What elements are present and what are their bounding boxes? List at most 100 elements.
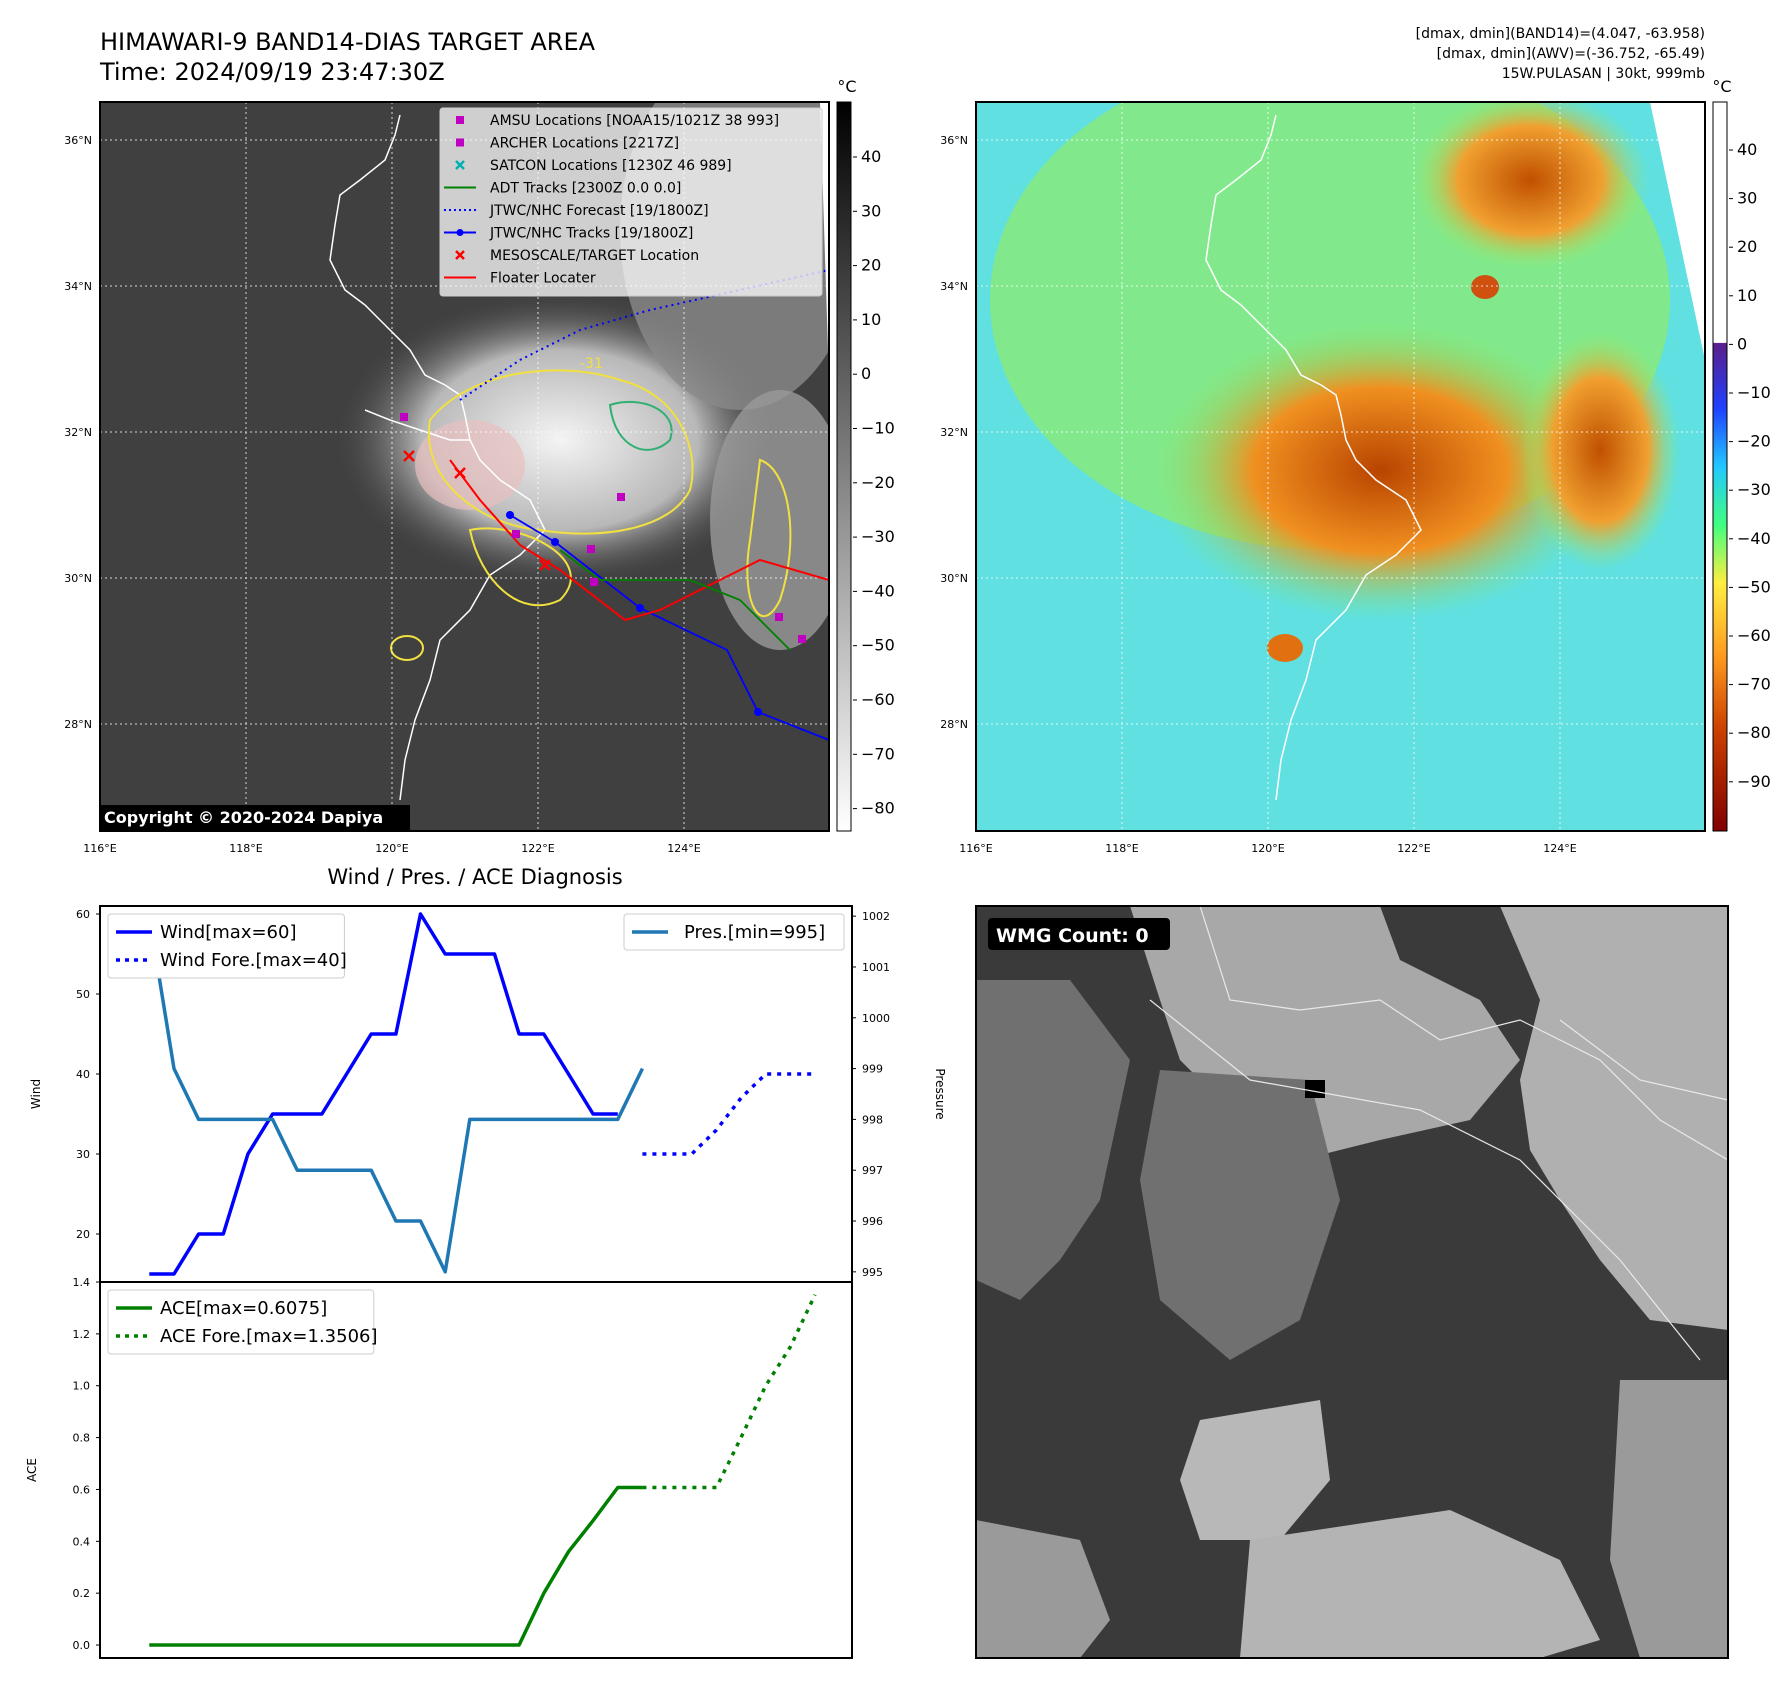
colorbar-tick-label: −20: [861, 473, 895, 492]
colorbar-tick-label: 30: [1737, 189, 1757, 208]
wmg-region-2: [1500, 906, 1728, 1330]
colorbar-tick-label: −30: [1737, 480, 1771, 499]
lat-label-28-r: 28°N: [940, 718, 968, 731]
y-tick-label: 0.0: [73, 1639, 91, 1652]
color-storm-core: [1150, 320, 1610, 620]
series-line: [149, 1485, 643, 1647]
colorbar-tick-label: −90: [1737, 772, 1771, 791]
colorbar-tick-label: 0: [861, 364, 871, 383]
wmg-count-text: WMG Count: 0: [996, 925, 1149, 947]
ir-colorbar: [836, 101, 852, 832]
wmg-coastline-3: [1559, 1019, 1728, 1101]
colorbar-tick-label: −70: [1737, 675, 1771, 694]
y-tick-label-right: 996: [862, 1215, 883, 1228]
y-tick-label-right: 997: [862, 1164, 883, 1177]
map-legend: AMSU Locations [NOAA15/1021Z 38 993] ARCH…: [439, 107, 823, 297]
map-legend-item: ARCHER Locations [2217Z]: [456, 136, 679, 152]
colorbar-tick-label: −50: [1737, 577, 1771, 596]
lon-label-120: 120°E: [375, 842, 408, 855]
map-legend-item: AMSU Locations [NOAA15/1021Z 38 993]: [456, 113, 779, 129]
y-tick-label: 1.0: [73, 1380, 91, 1393]
lon-label-118: 118°E: [229, 842, 262, 855]
diagnosis-title: Wind / Pres. / ACE Diagnosis: [327, 865, 622, 889]
legend-square-marker: [456, 138, 464, 147]
color-cloud-east: [1520, 330, 1680, 570]
map-legend-box: [439, 107, 823, 297]
ir-coastline: [329, 114, 546, 801]
color-edge-mask: [1650, 102, 1705, 360]
legend-label: SATCON Locations [1230Z 46 989]: [490, 158, 732, 174]
y-tick-label: 20: [76, 1228, 90, 1241]
wmg-region-4: [1140, 1070, 1340, 1360]
ir-frame: [99, 101, 830, 832]
colorbar-tick-label: −10: [1737, 383, 1771, 402]
chart-legend-label: Wind Fore.[max=40]: [160, 950, 347, 971]
series-line: [147, 915, 644, 1274]
ir-river: [364, 409, 470, 441]
y-tick-label: 0.8: [73, 1432, 91, 1445]
jtwc-track-points: [506, 511, 762, 716]
y-tick-label: 0.6: [73, 1483, 91, 1496]
ir-cloud-east: [710, 390, 829, 650]
colorbar-tick-label: −60: [861, 690, 895, 709]
map-legend-item: Floater Locater: [444, 271, 596, 287]
wind-ylabel: Wind: [29, 1079, 43, 1109]
chart-legend: Wind[max=60] Wind Fore.[max=40]: [107, 913, 347, 979]
lon-label-120-r: 120°E: [1251, 842, 1284, 855]
ir-edge-mask: [820, 102, 829, 831]
lat-label-36: 36°N: [64, 134, 92, 147]
colorbar-tick-label: −40: [861, 581, 895, 600]
wmg-region-8: [1610, 1380, 1728, 1658]
colorbar-tick-label: −80: [1737, 723, 1771, 742]
lat-label-32-r: 32°N: [940, 426, 968, 439]
chart-legend-label: ACE[max=0.6075]: [160, 1298, 327, 1319]
y-tick-label: 30: [76, 1148, 90, 1161]
colorbar-tick-label: 10: [1737, 286, 1757, 305]
colorbar-tick-label: −20: [1737, 432, 1771, 451]
y-tick-label: 1.2: [73, 1328, 91, 1341]
color-small-cell-2: [1471, 275, 1499, 299]
wmg-center-pixel: [1305, 1080, 1325, 1098]
ir-contour-green: [608, 400, 673, 451]
colorbar-tick-label: 40: [1737, 140, 1757, 159]
wmg-region-7: [976, 1520, 1110, 1658]
legend-label: Floater Locater: [490, 271, 596, 287]
legend-label: ARCHER Locations [2217Z]: [490, 136, 679, 152]
jtwc-track: [509, 514, 829, 741]
lat-label-34: 34°N: [64, 280, 92, 293]
info-awv: [dmax, dmin](AWV)=(-36.752, -65.49): [1437, 46, 1705, 62]
colorbar-tick-label: −50: [861, 636, 895, 655]
floater-locater: [449, 459, 829, 622]
ir-floater-box: [415, 420, 525, 510]
legend-label: JTWC/NHC Tracks [19/1800Z]: [489, 226, 693, 242]
ir-contour-main: [427, 369, 694, 535]
lat-label-34-r: 34°N: [940, 280, 968, 293]
colorbar-tick-label: 20: [1737, 237, 1757, 256]
chart-legend-label: Wind[max=60]: [160, 922, 297, 943]
lat-label-32: 32°N: [64, 426, 92, 439]
y-tick-label-right: 1000: [862, 1012, 890, 1025]
color-colorbar: [1712, 101, 1728, 832]
ir-contour-east: [746, 458, 792, 617]
y-tick-label: 0.4: [73, 1535, 91, 1548]
y-tick-label: 40: [76, 1068, 90, 1081]
y-tick-label: 0.2: [73, 1587, 91, 1600]
color-coastline: [1205, 114, 1422, 801]
chart-legend-box: [107, 1289, 375, 1355]
lon-label-124: 124°E: [667, 842, 700, 855]
colorbar-tick-label: 20: [861, 256, 881, 275]
pressure-ylabel: Pressure: [933, 1068, 947, 1119]
wmg-frame: [975, 905, 1729, 1659]
lat-label-30: 30°N: [64, 572, 92, 585]
color-colorbar-unit: °C: [1712, 77, 1731, 96]
wmg-coastline-1: [1149, 999, 1701, 1361]
colorbar-tick-label: 40: [861, 147, 881, 166]
ir-contour-small: [390, 635, 424, 661]
chart-legend-label: ACE Fore.[max=1.3506]: [160, 1326, 378, 1347]
series-line: [642, 1072, 815, 1156]
colorbar-tick-label: −30: [861, 527, 895, 546]
y-tick-label: 60: [76, 908, 90, 921]
wmg-panel: WMG Count: 0: [975, 905, 1729, 1659]
wmg-region-5: [1180, 1400, 1330, 1540]
